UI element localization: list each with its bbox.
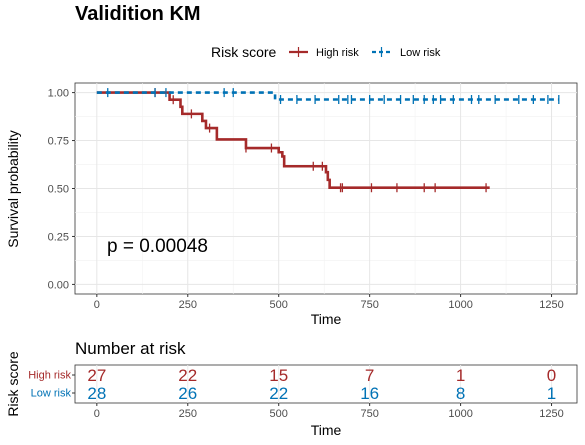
risk-table-x-ticks: 0 250 500 750 1000 1250 bbox=[94, 403, 564, 420]
risk-cell-low-risk: 26 bbox=[178, 384, 197, 403]
chart-title: Validition KM bbox=[75, 3, 201, 25]
y-tick-label: 0.50 bbox=[48, 184, 69, 196]
risk-row-label-high-risk: High risk bbox=[28, 370, 71, 382]
x-ticks: 0 250 500 750 1000 1250 bbox=[94, 294, 564, 311]
legend-item-low-risk: Low risk bbox=[372, 47, 441, 59]
risk-x-tick-label: 0 bbox=[94, 408, 100, 420]
y-tick-label: 0.75 bbox=[48, 136, 69, 148]
risk-table-y-label: Risk score bbox=[5, 351, 21, 417]
risk-x-tick-label: 1000 bbox=[448, 408, 472, 420]
risk-cell-high-risk: 1 bbox=[456, 366, 465, 385]
risk-cell-high-risk: 7 bbox=[365, 366, 374, 385]
risk-x-tick-label: 1250 bbox=[539, 408, 563, 420]
x-tick-label: 1250 bbox=[539, 299, 563, 311]
risk-x-tick-label: 250 bbox=[179, 408, 197, 420]
x-axis-label: Time bbox=[311, 311, 342, 327]
legend-label-low-risk: Low risk bbox=[400, 47, 441, 59]
risk-table-cells: 27 22 15 7 1 028 26 22 16 8 1 bbox=[87, 366, 556, 403]
risk-x-tick-label: 750 bbox=[360, 408, 378, 420]
risk-cell-low-risk: 8 bbox=[456, 384, 465, 403]
risk-cell-low-risk: 22 bbox=[269, 384, 288, 403]
risk-cell-low-risk: 1 bbox=[547, 384, 556, 403]
risk-table-panel bbox=[74, 364, 578, 404]
x-tick-label: 500 bbox=[270, 299, 288, 311]
p-value-annotation: p = 0.00048 bbox=[107, 236, 208, 257]
risk-table-x-label: Time bbox=[311, 422, 342, 438]
legend-label-high-risk: High risk bbox=[316, 47, 359, 59]
risk-row-label-low-risk: Low risk bbox=[31, 388, 72, 400]
risk-x-tick-label: 500 bbox=[270, 408, 288, 420]
risk-table-grid bbox=[96, 365, 553, 403]
legend-title: Risk score bbox=[211, 44, 277, 60]
y-ticks: 0.00 0.25 0.50 0.75 1.00 bbox=[48, 88, 75, 291]
x-tick-label: 750 bbox=[360, 299, 378, 311]
legend-item-high-risk: High risk bbox=[289, 47, 359, 59]
x-tick-label: 0 bbox=[94, 299, 100, 311]
risk-cell-high-risk: 15 bbox=[269, 366, 288, 385]
y-tick-label: 0.00 bbox=[48, 279, 69, 291]
y-axis-label: Survival probability bbox=[5, 130, 21, 248]
x-tick-label: 250 bbox=[179, 299, 197, 311]
risk-cell-high-risk: 22 bbox=[178, 366, 197, 385]
x-tick-label: 1000 bbox=[448, 299, 472, 311]
risk-table-row-labels: High risk Low risk bbox=[28, 370, 75, 400]
series-layer bbox=[96, 88, 560, 193]
risk-cell-high-risk: 0 bbox=[547, 366, 556, 385]
y-tick-label: 1.00 bbox=[48, 88, 69, 100]
risk-cell-low-risk: 16 bbox=[360, 384, 379, 403]
risk-cell-low-risk: 28 bbox=[87, 384, 106, 403]
y-tick-label: 0.25 bbox=[48, 231, 69, 243]
risk-cell-high-risk: 27 bbox=[87, 366, 106, 385]
risk-table-title: Number at risk bbox=[75, 339, 186, 358]
